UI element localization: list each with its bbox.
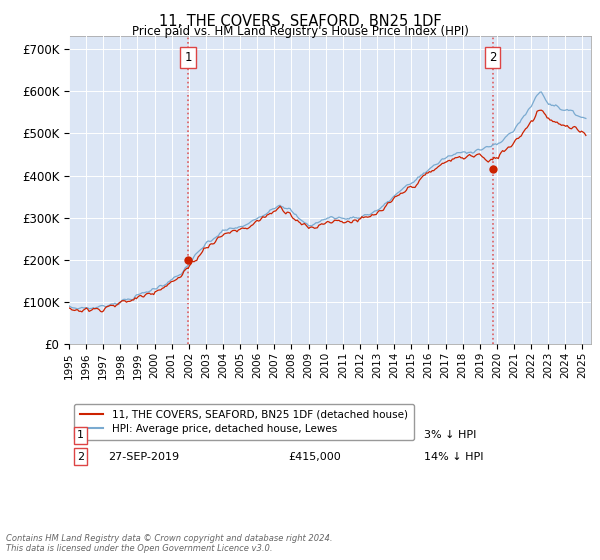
Text: 2: 2 <box>77 452 84 462</box>
Text: 14% ↓ HPI: 14% ↓ HPI <box>424 452 484 462</box>
Text: £415,000: £415,000 <box>288 452 341 462</box>
Text: 1: 1 <box>77 430 84 440</box>
Text: 2: 2 <box>489 51 496 64</box>
Text: Contains HM Land Registry data © Crown copyright and database right 2024.
This d: Contains HM Land Registry data © Crown c… <box>6 534 332 553</box>
Text: 1: 1 <box>185 51 192 64</box>
Text: 27-SEP-2019: 27-SEP-2019 <box>108 452 179 462</box>
Legend: 11, THE COVERS, SEAFORD, BN25 1DF (detached house), HPI: Average price, detached: 11, THE COVERS, SEAFORD, BN25 1DF (detac… <box>74 404 414 440</box>
Text: 20-DEC-2001: 20-DEC-2001 <box>108 430 182 440</box>
Text: Price paid vs. HM Land Registry's House Price Index (HPI): Price paid vs. HM Land Registry's House … <box>131 25 469 38</box>
Text: 11, THE COVERS, SEAFORD, BN25 1DF: 11, THE COVERS, SEAFORD, BN25 1DF <box>158 14 442 29</box>
Text: £199,950: £199,950 <box>288 430 341 440</box>
Text: 3% ↓ HPI: 3% ↓ HPI <box>424 430 476 440</box>
